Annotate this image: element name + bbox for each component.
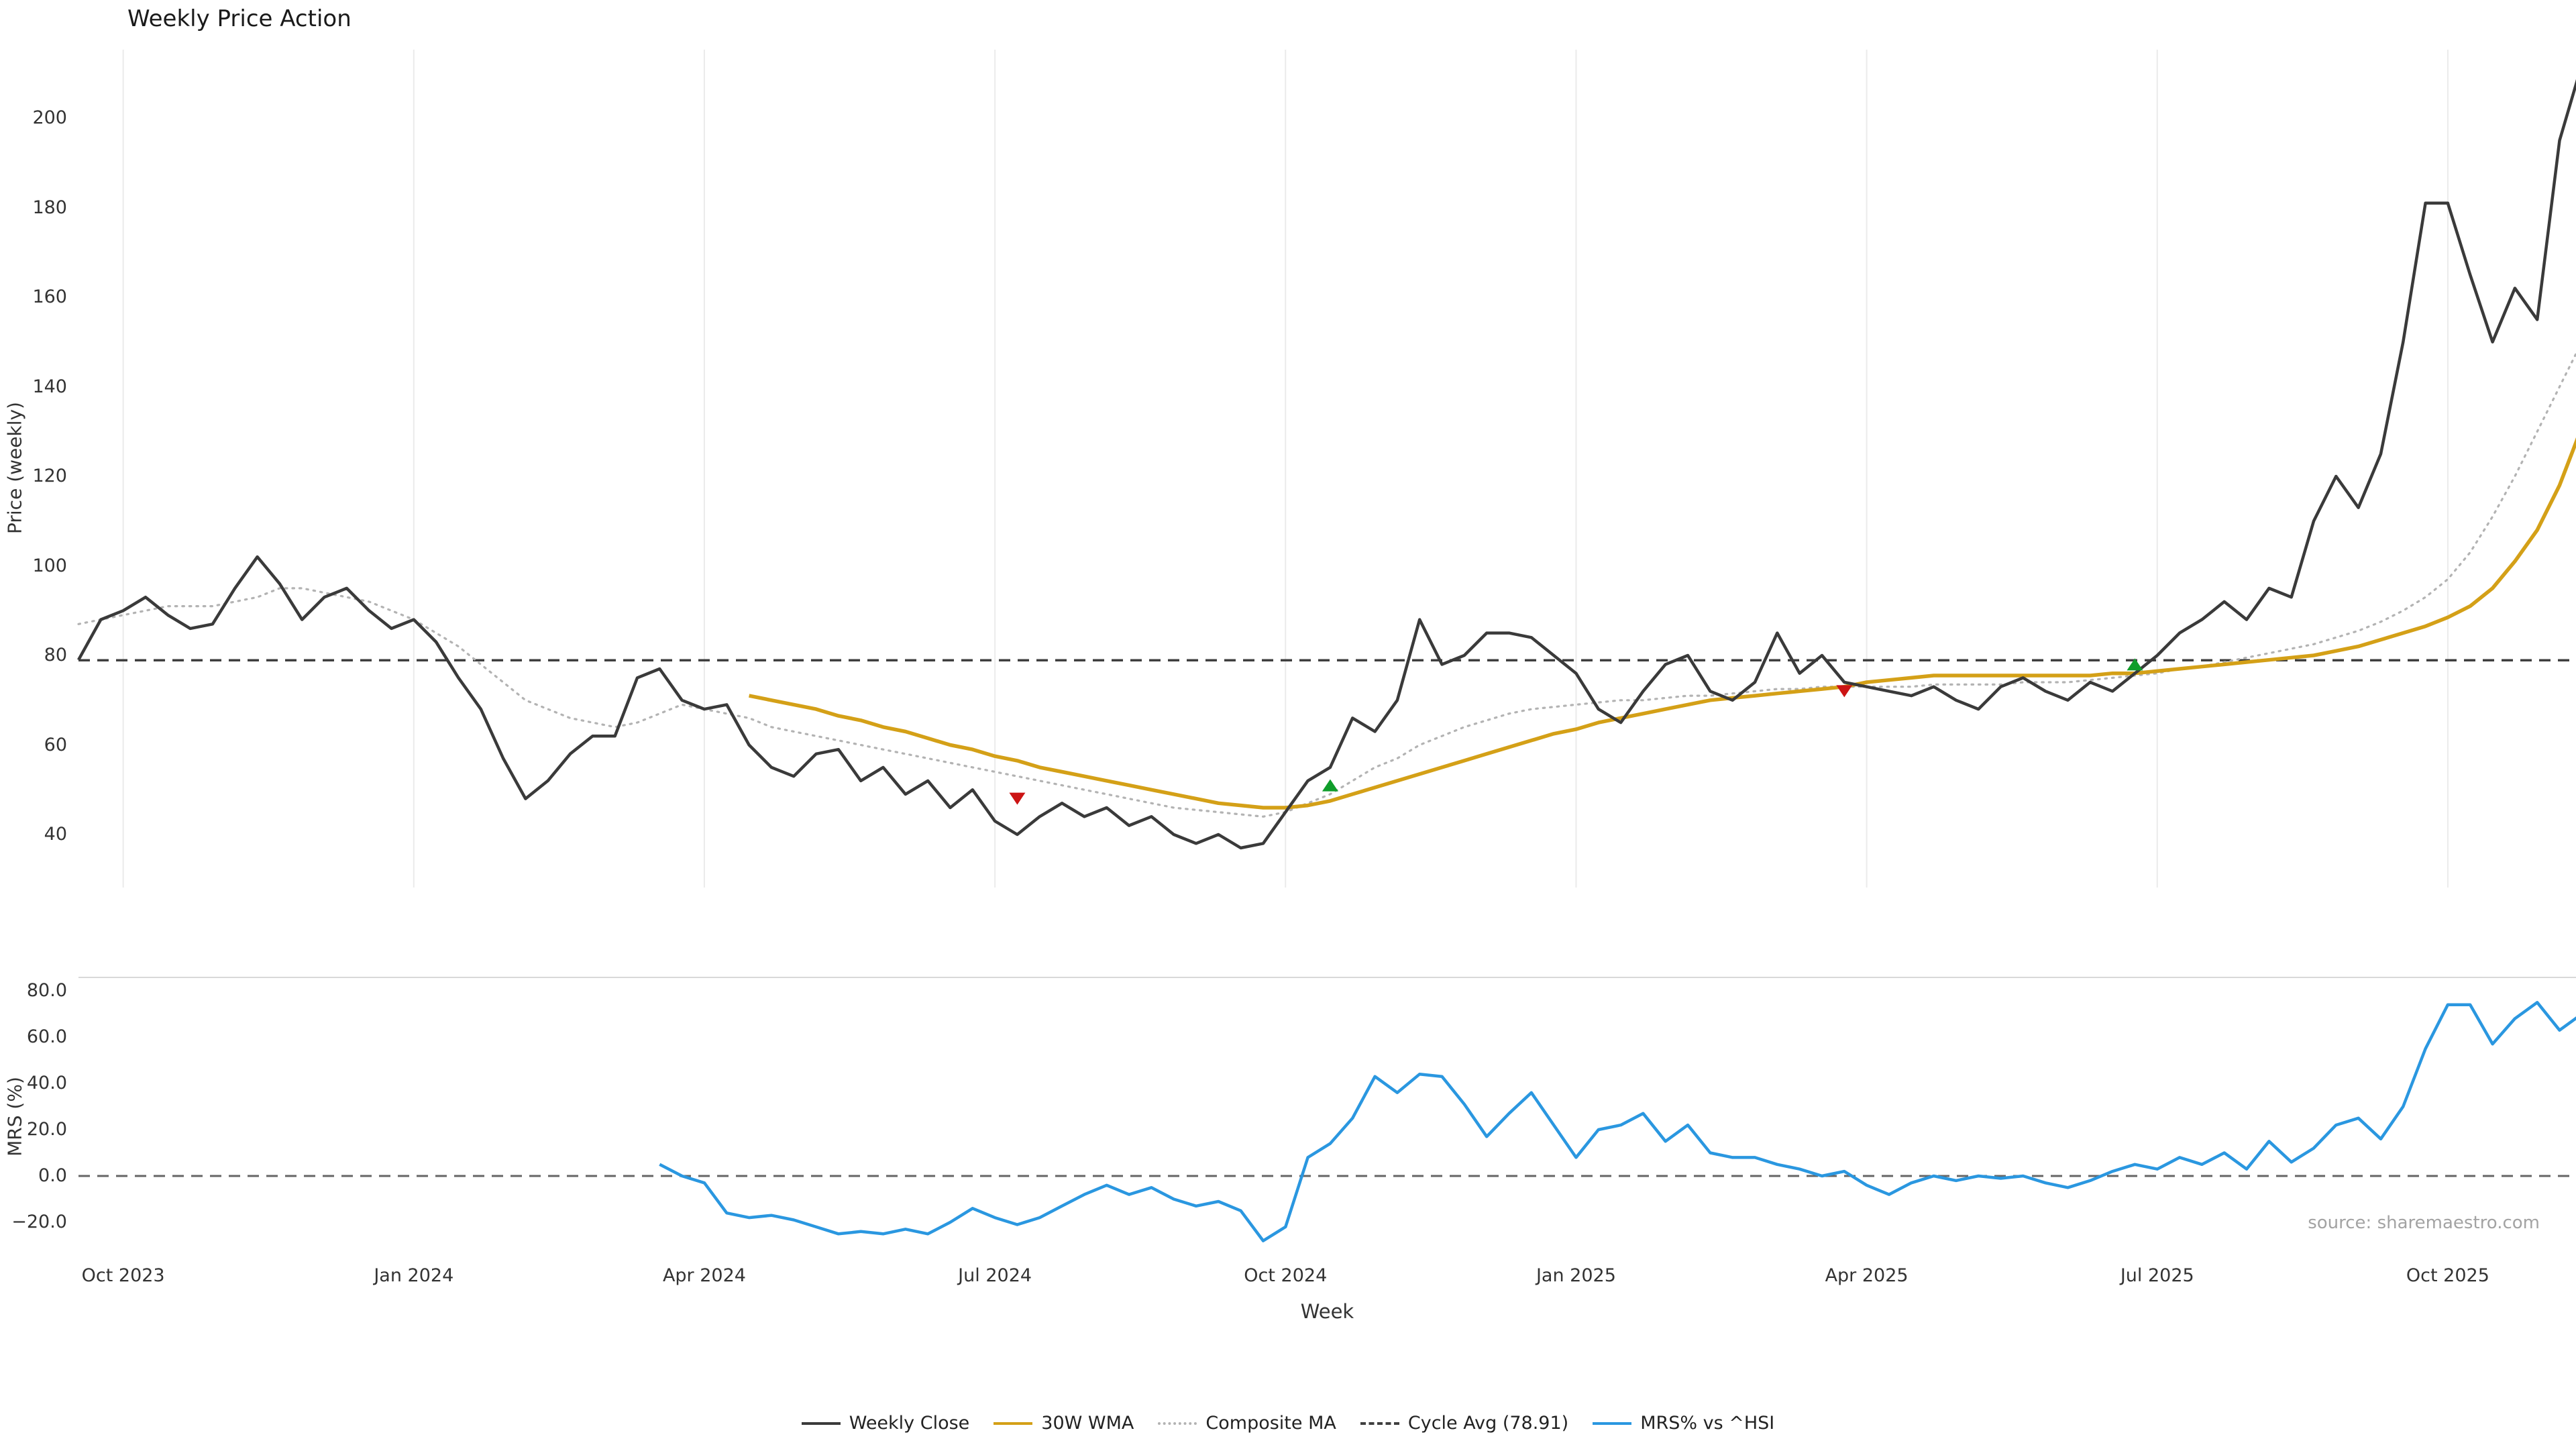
sell-signal-marker [1009,792,1026,805]
wma-line-swatch [994,1421,1033,1425]
legend-item-30w-wma: 30W WMA [994,1413,1134,1434]
legend-label: Composite MA [1205,1413,1336,1434]
x-tick-label: Jul 2024 [958,1265,1032,1286]
legend-label: Weekly Close [849,1413,970,1434]
mrs-panel-series [78,977,2576,1242]
x-tick-label: Oct 2023 [81,1265,165,1286]
y-tick-label: 60 [44,734,67,755]
y-tick-label: 200 [32,107,67,128]
buy-signal-marker [1322,779,1338,792]
x-tick-label: Jan 2025 [1536,1265,1616,1286]
price-panel-series [77,78,2576,850]
weekly-close-line-swatch [801,1421,841,1425]
source-credit: source: sharemaestro.com [2308,1213,2540,1233]
x-tick-label: Oct 2025 [2406,1265,2489,1286]
composite-ma-line-swatch [1158,1421,1197,1425]
y-tick-label: 80.0 [26,980,67,1001]
legend-label: 30W WMA [1041,1413,1134,1434]
buy-signal-marker [2127,658,2143,671]
gridlines [122,50,2449,888]
legend-item-weekly-close: Weekly Close [801,1413,970,1434]
wma-30w-line [749,437,2576,810]
x-axis-label: Week [1300,1300,1354,1323]
composite-ma-line [77,351,2576,818]
legend-label: Cycle Avg (78.91) [1407,1413,1569,1434]
y-tick-label: 140 [32,376,67,397]
x-tick-label: Jul 2025 [2120,1265,2194,1286]
y-tick-label: 40.0 [26,1073,67,1093]
chart-title: Weekly Price Action [127,5,352,32]
legend: Weekly Close 30W WMA Composite MA Cycle … [0,1413,2576,1434]
cycle-avg-line-swatch [1360,1421,1399,1425]
y-tick-label: 100 [32,555,67,576]
sell-signal-marker [1836,685,1853,698]
y-tick-label: 40 [44,824,67,845]
y-tick-label: 120 [32,466,67,486]
y-tick-label: 80 [44,645,67,665]
legend-item-cycle-avg: Cycle Avg (78.91) [1360,1413,1568,1434]
y-tick-label: 180 [32,197,67,218]
price-axis-label: Price (weekly) [3,402,26,534]
x-tick-label: Apr 2025 [1825,1265,1909,1286]
legend-item-composite-ma: Composite MA [1158,1413,1336,1434]
x-tick-label: Jan 2024 [374,1265,454,1286]
legend-item-mrs: MRS% vs ^HSI [1593,1413,1774,1434]
x-tick-label: Oct 2024 [1244,1265,1328,1286]
weekly-close-line [77,78,2576,850]
legend-label: MRS% vs ^HSI [1640,1413,1775,1434]
y-tick-label: 160 [32,286,67,307]
y-tick-label: 20.0 [26,1119,67,1140]
y-tick-label: −20.0 [11,1212,67,1232]
mrs-line-swatch [1593,1421,1632,1425]
y-tick-label: 0.0 [38,1165,67,1186]
signal-markers [1009,658,2143,805]
x-tick-label: Apr 2024 [662,1265,746,1286]
mrs-axis-label: MRS (%) [3,1077,26,1157]
mrs-line [659,1001,2576,1242]
y-tick-label: 60.0 [26,1026,67,1047]
